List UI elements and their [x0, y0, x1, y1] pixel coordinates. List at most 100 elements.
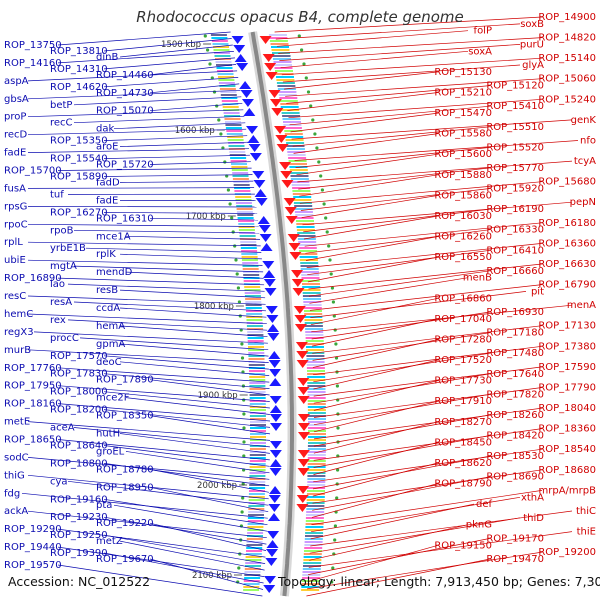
feature-stripe — [274, 64, 292, 66]
gene-label-left: ROP_17950 — [4, 381, 62, 392]
gene-label-right: ROP_19170 — [486, 533, 544, 544]
feature-stripe — [304, 541, 323, 543]
label-leader-right — [313, 387, 543, 418]
feature-stripe — [305, 526, 324, 528]
label-leader-left — [103, 534, 266, 564]
forward-gene-arrow — [265, 558, 278, 566]
gene-label-left: ROP_19570 — [4, 560, 62, 571]
label-leader-left — [27, 259, 263, 266]
label-leader-left — [79, 337, 269, 351]
feature-stripe — [225, 121, 241, 123]
feature-stripe — [301, 277, 320, 279]
gene-label-right: xthA — [521, 492, 544, 503]
label-leader-left — [27, 206, 257, 208]
gene-label-right: ROP_15860 — [434, 190, 492, 201]
gene-label-right: ROP_14900 — [538, 12, 596, 23]
label-leader-left — [119, 44, 233, 58]
feature-stripe — [244, 283, 260, 285]
gene-label-right: ROP_18540 — [538, 444, 596, 455]
forward-gene-arrow — [267, 513, 280, 521]
label-leader-left — [27, 223, 259, 227]
feature-stripe — [302, 577, 321, 579]
label-leader-right — [304, 222, 543, 247]
feature-stripe — [307, 478, 326, 480]
feature-stripe — [305, 331, 324, 333]
feature-stripe — [248, 502, 265, 504]
feature-stripe — [296, 226, 315, 228]
gene-label-left: gbsA — [4, 94, 29, 105]
feature-stripe — [244, 571, 261, 573]
feature-stripe — [236, 211, 253, 213]
label-leader-right — [285, 78, 543, 97]
feature-stripe — [273, 61, 292, 63]
feature-stripe — [238, 229, 255, 231]
tick-dot — [320, 188, 324, 192]
tick-dot — [217, 118, 221, 122]
label-leader-left — [119, 253, 262, 260]
label-leader-left — [103, 463, 270, 487]
feature-stripe — [247, 340, 264, 342]
forward-gene-arrow — [240, 90, 253, 98]
feature-stripe — [271, 49, 290, 51]
feature-stripe — [246, 544, 263, 546]
label-leader-right — [307, 551, 543, 590]
label-leader-right — [312, 332, 491, 361]
feature-stripe — [304, 322, 323, 324]
gene-label-left: cya — [50, 476, 68, 487]
feature-stripe — [249, 472, 266, 474]
feature-stripe — [247, 523, 264, 525]
feature-stripe — [246, 316, 263, 318]
tick-dot — [304, 76, 308, 80]
feature-stripe — [249, 385, 266, 387]
gene-label-right: ROP_15920 — [486, 184, 544, 195]
gene-label-right: ROP_17520 — [434, 355, 492, 366]
gene-label-left: resC — [4, 291, 26, 302]
tick-dot — [230, 216, 234, 220]
label-leader-left — [103, 409, 271, 428]
tick-dot — [330, 580, 334, 584]
feature-stripe — [240, 247, 257, 249]
feature-stripe — [249, 403, 266, 405]
feature-stripe — [232, 178, 249, 180]
reverse-gene-arrow — [297, 450, 310, 458]
tick-dot — [331, 300, 335, 304]
feature-stripe — [308, 442, 326, 444]
tick-dot — [306, 90, 311, 94]
label-leader-right — [306, 558, 491, 597]
feature-stripe — [276, 76, 294, 78]
feature-stripe — [307, 475, 326, 477]
feature-stripe — [247, 331, 264, 333]
tick-dot — [335, 384, 339, 388]
feature-stripe — [298, 247, 317, 249]
label-leader-right — [289, 105, 491, 126]
gene-label-right: ROP_17180 — [486, 328, 544, 339]
label-leader-left — [27, 349, 269, 363]
tick-dot — [208, 62, 212, 66]
gene-label-right: mrpA/mrpB — [539, 485, 597, 496]
feature-stripe — [228, 145, 245, 147]
gene-label-left: ROP_15350 — [50, 136, 108, 147]
feature-stripe — [249, 454, 266, 456]
feature-stripe — [246, 313, 263, 315]
feature-stripe — [307, 406, 326, 408]
gene-label-right: ROP_18530 — [486, 451, 544, 462]
label-leader-left — [125, 397, 270, 415]
label-leader-right — [296, 153, 439, 176]
reverse-gene-arrow — [297, 486, 310, 494]
feature-stripe — [294, 208, 313, 210]
feature-stripe — [248, 355, 265, 357]
tick-dot — [317, 160, 321, 164]
feature-stripe — [231, 169, 248, 171]
gene-label-left: gpmA — [96, 339, 125, 350]
feature-stripe — [247, 334, 264, 336]
tick-dot — [235, 272, 239, 276]
label-leader-left — [149, 558, 264, 590]
label-leader-left — [149, 64, 237, 76]
feature-stripe — [278, 94, 297, 96]
gene-label-left: fadE — [4, 148, 26, 159]
label-leader-right — [301, 195, 439, 218]
gene-label-right: glyA — [522, 60, 544, 71]
feature-stripe — [240, 244, 257, 246]
reverse-gene-arrow — [269, 99, 282, 107]
